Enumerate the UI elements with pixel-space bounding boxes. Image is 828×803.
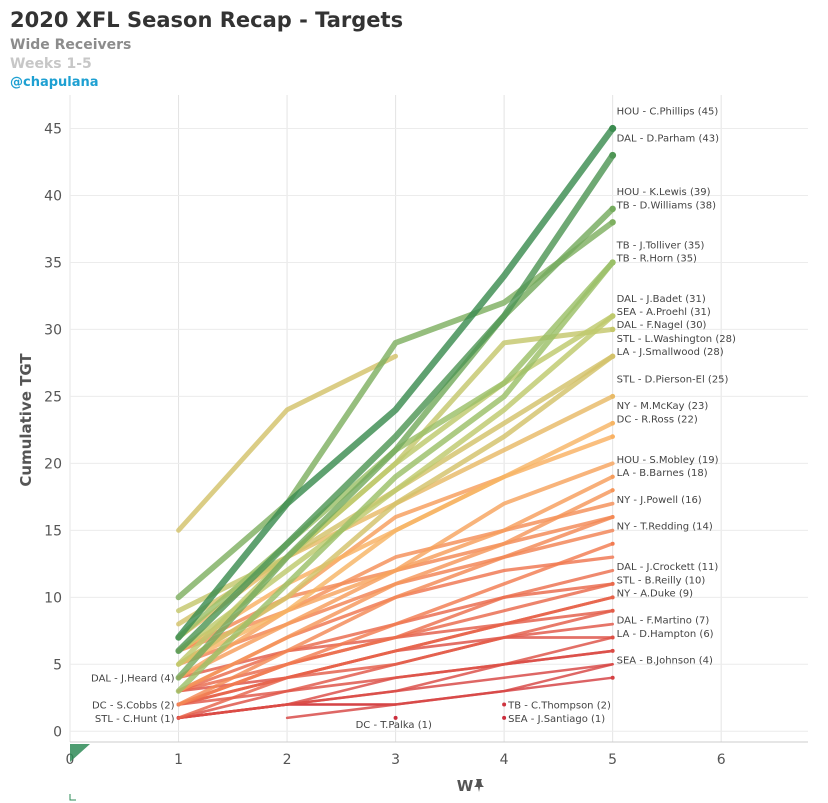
series-label: DAL - J.Crockett (11) (617, 562, 719, 573)
series-label: NY - T.Redding (14) (617, 522, 713, 533)
series-end-point[interactable] (393, 715, 398, 720)
y-tick-label: 45 (44, 121, 62, 137)
series-label: TB - J.Tolliver (35) (616, 240, 705, 251)
series-line[interactable] (176, 542, 615, 707)
y-axis-title: Cumulative TGT (17, 353, 35, 487)
series-label: STL - B.Reilly (10) (617, 575, 706, 586)
y-tick-label: 40 (44, 188, 62, 204)
series-label: TB - D.Williams (38) (616, 200, 716, 211)
series-end-point[interactable] (609, 326, 616, 333)
series-end-point[interactable] (610, 353, 616, 359)
series-label: DC - T.Palka (1) (356, 720, 432, 731)
series-end-point[interactable] (609, 313, 616, 319)
x-axis-title: W (457, 777, 474, 795)
series-label: TB - R.Horn (35) (616, 253, 697, 264)
series-label: NY - A.Duke (9) (617, 589, 693, 600)
series-label: DAL - D.Parham (43) (617, 133, 719, 144)
x-tick-label: 4 (500, 752, 509, 768)
x-tick-label: 2 (283, 752, 292, 768)
series-label: DC - S.Cobbs (2) (92, 701, 175, 712)
series-line[interactable] (175, 259, 616, 694)
series-label: DAL - J.Badet (31) (617, 294, 706, 305)
series-line[interactable] (175, 219, 616, 601)
y-tick-label: 0 (53, 724, 62, 740)
x-tick-label: 6 (717, 752, 726, 768)
series-line[interactable] (176, 501, 615, 653)
series-end-point[interactable] (609, 124, 617, 133)
author-handle[interactable]: @chapulana (10, 75, 99, 90)
y-tick-label: 25 (44, 389, 62, 405)
y-tick-label: 15 (44, 523, 62, 539)
series-label: DC - R.Ross (22) (617, 415, 698, 426)
series-end-point[interactable] (609, 151, 617, 159)
series-label: NY - J.Powell (16) (617, 495, 702, 506)
series-line[interactable] (176, 421, 615, 667)
series-end-point[interactable] (609, 205, 616, 213)
series-label: SEA - B.Johnson (4) (617, 656, 713, 667)
series-label: DAL - J.Heard (4) (91, 674, 175, 685)
series-end-point[interactable] (609, 259, 616, 266)
series-label: NY - M.McKay (23) (617, 401, 709, 412)
chart-subtitle: Wide Receivers (10, 37, 132, 53)
series-end-point[interactable] (610, 541, 615, 546)
series-label: LA - D.Hampton (6) (617, 629, 714, 640)
grid (69, 95, 808, 743)
corner-mark-icon (69, 794, 76, 801)
series-label: STL - C.Hunt (1) (95, 714, 175, 725)
series-label: TB - C.Thompson (2) (507, 701, 611, 712)
series-end-point[interactable] (502, 715, 507, 720)
series-label: SEA - A.Proehl (31) (617, 307, 711, 318)
series-line[interactable] (175, 313, 616, 667)
series-line[interactable] (177, 595, 615, 720)
series-label: DAL - F.Nagel (30) (617, 320, 707, 331)
chart-title: 2020 XFL Season Recap - Targets (10, 8, 404, 32)
series-line[interactable] (175, 205, 616, 681)
series-label: LA - B.Barnes (18) (617, 468, 708, 479)
series-line[interactable] (285, 663, 614, 720)
series-line[interactable] (176, 353, 399, 533)
series-line[interactable] (176, 488, 615, 693)
series-label: HOU - S.Mobley (19) (617, 455, 719, 466)
series-end-point[interactable] (610, 393, 616, 399)
series-end-point[interactable] (610, 434, 615, 439)
series-end-point[interactable] (502, 702, 507, 707)
series-end-point[interactable] (609, 219, 616, 226)
corner-triangle-icon[interactable] (70, 744, 90, 762)
series-label: HOU - K.Lewis (39) (617, 187, 711, 198)
series-end-point[interactable] (610, 675, 615, 680)
series-line[interactable] (176, 515, 615, 707)
series-line[interactable] (175, 152, 616, 655)
x-tick-label: 3 (391, 752, 400, 768)
series-line[interactable] (175, 125, 616, 641)
x-tick-label: 5 (608, 752, 617, 768)
series-end-point[interactable] (610, 420, 616, 426)
series-end-point[interactable] (610, 488, 615, 493)
y-tick-label: 10 (44, 590, 62, 606)
series-label: SEA - J.Santiago (1) (508, 714, 605, 725)
series-label: DAL - F.Martino (7) (617, 616, 710, 627)
chart-weeks: Weeks 1-5 (10, 56, 92, 72)
pin-icon[interactable] (474, 779, 484, 792)
series-lines (175, 124, 617, 720)
y-tick-label: 20 (44, 456, 62, 472)
series-line[interactable] (176, 461, 615, 680)
x-tick-label: 1 (174, 752, 183, 768)
y-tick-label: 30 (44, 322, 62, 338)
series-label: STL - L.Washington (28) (617, 334, 736, 345)
y-tick-label: 5 (53, 657, 62, 673)
y-tick-label: 35 (44, 255, 62, 271)
series-labels: HOU - C.Phillips (45) DAL - D.Parham (43)… (91, 107, 736, 731)
series-line[interactable] (177, 636, 614, 720)
series-label: HOU - C.Phillips (45) (617, 107, 719, 118)
series-end-point[interactable] (610, 474, 615, 479)
series-label: STL - D.Pierson-El (25) (617, 374, 729, 385)
series-label: LA - J.Smallwood (28) (617, 347, 724, 358)
